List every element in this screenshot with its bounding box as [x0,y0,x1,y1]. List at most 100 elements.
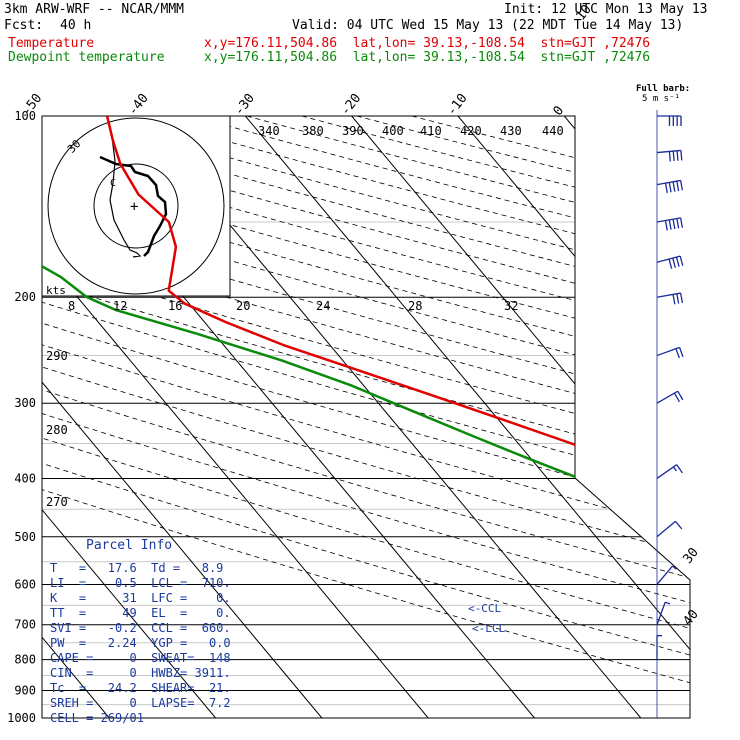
dry-adiabat-line [42,116,690,718]
hodograph-speed-label: 24 [316,299,330,313]
wind-barb-flag [668,182,672,193]
parcel-row: T = 17.6 Td = 8.9 [50,561,224,575]
isotherm-label: 40 [680,607,701,629]
barb-legend-value: 5 m s⁻¹ [642,94,680,104]
hodograph-speed-label: 12 [113,299,127,313]
pressure-tick-label: 100 [14,109,36,123]
isotherm-label: -30 [232,91,258,119]
wind-barb-flag [675,256,680,267]
dry-adiabat-line [42,116,690,718]
legend-temperature-info: x,y=176.11,504.86 lat,lon= 39.13,-108.54… [204,36,651,51]
barb-legend-title: Full barb: [636,84,691,94]
valid-time: Valid: 04 UTC Wed 15 May 13 (22 MDT Tue … [292,18,684,33]
theta-label: 410 [420,124,442,138]
isotherm-line [42,116,216,718]
hodograph-speed-label: 20 [236,299,250,313]
wind-barb-flag [676,464,683,474]
theta-label: 440 [542,124,564,138]
dry-adiabat-line [301,116,690,718]
isotherm-line [457,116,690,718]
wind-barb-flag [672,257,676,268]
hodograph-trace-thin [109,136,142,258]
wind-barb [656,520,683,538]
init-time: Init: 12 UTC Mon 13 May 13 [504,2,708,17]
wind-barb-flag [664,182,668,194]
forecast-hours: 40 h [60,18,92,33]
parcel-row: K = 31 LFC = 0. [50,591,231,605]
hodograph-trace [99,155,168,257]
wind-barb-flag [672,294,676,305]
parcel-row: CAPE = 0 SWEAT= 148 [50,651,231,665]
wind-barb-staff [656,255,681,263]
wind-barb-flag [679,255,684,266]
theta-label: 400 [382,124,404,138]
parcel-row: CIN = 0 HWBZ= 3911. [50,666,231,680]
wind-barb-staff [656,520,676,538]
theta-side-label: 280 [46,423,68,437]
wind-barb-flag [672,565,677,570]
parcel-row: Tc = 24.2 SHEAR= 21. [50,681,231,695]
wind-barb [656,635,662,660]
parcel-row: SVI = -0.2 CCL = 660. [50,621,231,635]
wind-barb-flag [668,151,671,162]
wind-barb-staff [656,390,679,404]
temperature-profile [105,116,690,674]
hodograph-panel [42,116,230,296]
isotherm-line [670,116,690,718]
theta-label: 380 [302,124,324,138]
pressure-tick-label: 700 [14,618,36,632]
wind-barb [656,149,683,162]
parcel-row: SREH = 0 LAPSE= 7.2 [50,696,231,710]
parcel-row: CELL = 269/01 [50,711,144,725]
wind-barb-flag [677,390,684,401]
wind-barb-flag [664,601,671,605]
wind-barb-flag [673,392,681,403]
wind-barb [656,565,677,585]
wind-barb-flag [678,347,684,357]
wind-barb-flag [664,220,668,231]
wind-barb [656,601,671,625]
model-title: 3km ARW-WRF -- NCAR/MMM [4,2,185,17]
hodograph-ring-inner [93,163,179,249]
isotherm-line [42,116,429,718]
isotherm-label: 30 [680,545,701,567]
wind-barb-staff [656,601,666,625]
legend-temperature-name: Temperature [8,36,95,51]
dry-adiabat-line [42,116,690,718]
parcel-row: PW = 2.24 YGP = 0.0 [50,636,231,650]
dry-adiabat-line [191,116,690,718]
wind-barb-staff [656,346,680,357]
hodograph-units: kts [46,284,66,297]
hodograph-speed-label: 32 [504,299,518,313]
isotherm-line [351,116,690,718]
wind-barb-flag [674,520,683,530]
hodograph-ring-outer [47,117,225,295]
pressure-tick-label: 1000 [7,711,36,725]
wind-barb [656,292,684,305]
wind-barb-flag [672,466,677,472]
wind-barb [656,390,684,404]
parcel-row: TT = 49 EL = 0. [50,606,231,620]
theta-label: 430 [500,124,522,138]
wind-barb-flag [676,218,680,229]
wind-barb-flag [672,151,675,162]
hodograph-speed-label: 8 [68,299,75,313]
forecast-label: Fcst: [4,18,44,33]
wind-barb-staff [656,292,681,298]
theta-side-label: 270 [46,495,68,509]
wind-barb-flag [672,181,676,192]
legend-dewpoint-info: x,y=176.11,504.86 lat,lon= 39.13,-108.54… [204,50,651,65]
hodograph-speed-label: 28 [408,299,422,313]
hodograph-speed-label: 16 [168,299,182,313]
hodograph-center-marker: + [130,199,138,215]
pressure-tick-label: 500 [14,530,36,544]
wind-barb [657,115,682,126]
wind-barb [656,464,683,479]
wind-barbs [656,110,684,718]
dry-adiabat-line [42,116,690,718]
wind-barb-flag [679,217,684,228]
wind-barb-flag [675,348,680,359]
pressure-tick-label: 900 [14,683,36,697]
